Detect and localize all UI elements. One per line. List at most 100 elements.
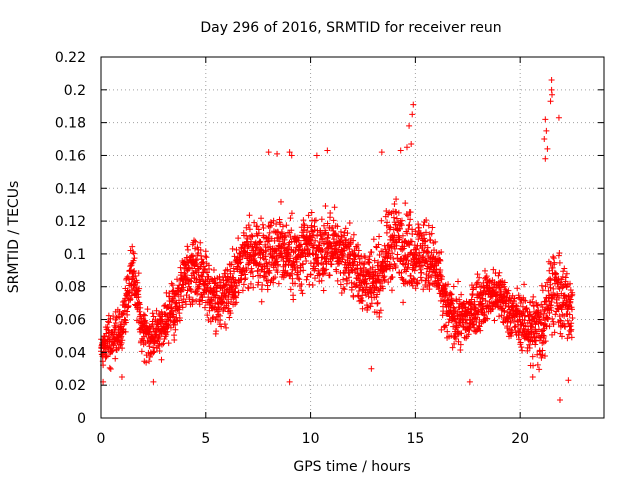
data-point [407, 209, 414, 216]
data-point [311, 226, 318, 233]
data-point [526, 344, 533, 351]
data-point [112, 355, 119, 362]
data-point [308, 209, 315, 216]
data-point [174, 318, 181, 325]
data-point [124, 273, 131, 280]
data-point [327, 209, 334, 216]
data-point [440, 308, 447, 315]
data-point [202, 248, 209, 255]
data-point [345, 274, 352, 281]
data-point [388, 261, 395, 268]
data-point [502, 286, 509, 293]
data-point [121, 297, 128, 304]
data-point [456, 296, 463, 303]
data-point [517, 339, 524, 346]
data-point [542, 283, 549, 290]
data-point [532, 341, 539, 348]
data-point [188, 287, 195, 294]
data-point [563, 270, 570, 277]
data-point [304, 273, 311, 280]
data-point [201, 304, 208, 311]
data-point [471, 324, 478, 331]
data-point [557, 318, 564, 325]
data-point [551, 259, 558, 266]
data-point [251, 219, 258, 226]
data-point [287, 234, 294, 241]
data-point [131, 267, 138, 274]
data-point [334, 277, 341, 284]
data-point [326, 272, 333, 279]
data-point [313, 152, 320, 159]
data-point [471, 298, 478, 305]
data-point [161, 336, 168, 343]
data-point [537, 319, 544, 326]
data-point [231, 288, 238, 295]
data-point [127, 296, 134, 303]
data-point [474, 271, 481, 278]
data-point [368, 365, 375, 372]
data-point [122, 319, 129, 326]
data-point [411, 267, 418, 274]
data-point [406, 221, 413, 228]
data-point [216, 306, 223, 313]
data-point [414, 280, 421, 287]
data-point [254, 223, 261, 230]
data-point [421, 235, 428, 242]
data-point [168, 304, 175, 311]
data-point [409, 111, 416, 118]
data-point [490, 266, 497, 273]
data-point [150, 313, 157, 320]
data-point [340, 276, 347, 283]
data-point [261, 256, 268, 263]
data-point [113, 322, 120, 329]
data-point [158, 341, 165, 348]
data-point [265, 149, 272, 156]
data-point [413, 231, 420, 238]
data-point [374, 299, 381, 306]
data-point [330, 217, 337, 224]
data-point [470, 284, 477, 291]
data-point [380, 259, 387, 266]
data-point [338, 289, 345, 296]
data-point [384, 219, 391, 226]
data-point [198, 272, 205, 279]
data-point [208, 297, 215, 304]
data-point [187, 277, 194, 284]
data-point [118, 373, 125, 380]
data-point [259, 221, 266, 228]
data-point [253, 244, 260, 251]
data-point [163, 331, 170, 338]
data-point [105, 312, 112, 319]
data-point [390, 255, 397, 262]
data-point [442, 322, 449, 329]
data-point [293, 258, 300, 265]
data-point [221, 270, 228, 277]
data-point [538, 354, 545, 361]
data-point [393, 209, 400, 216]
data-point [270, 228, 277, 235]
data-point [484, 315, 491, 322]
data-point [452, 307, 459, 314]
data-point [188, 278, 195, 285]
data-point [168, 280, 175, 287]
x-tick-label: 5 [201, 431, 210, 447]
data-point [204, 269, 211, 276]
data-point [538, 282, 545, 289]
data-point [556, 294, 563, 301]
data-point [552, 270, 559, 277]
data-point [179, 299, 186, 306]
data-point [187, 286, 194, 293]
data-point [385, 279, 392, 286]
data-point [316, 271, 323, 278]
data-point [568, 320, 575, 327]
data-point [344, 230, 351, 237]
data-point [527, 362, 534, 369]
data-point [350, 237, 357, 244]
data-point [568, 326, 575, 333]
data-point [135, 293, 142, 300]
data-point [132, 273, 139, 280]
data-point [516, 336, 523, 343]
data-point [136, 285, 143, 292]
data-point [217, 317, 224, 324]
data-point [523, 304, 530, 311]
